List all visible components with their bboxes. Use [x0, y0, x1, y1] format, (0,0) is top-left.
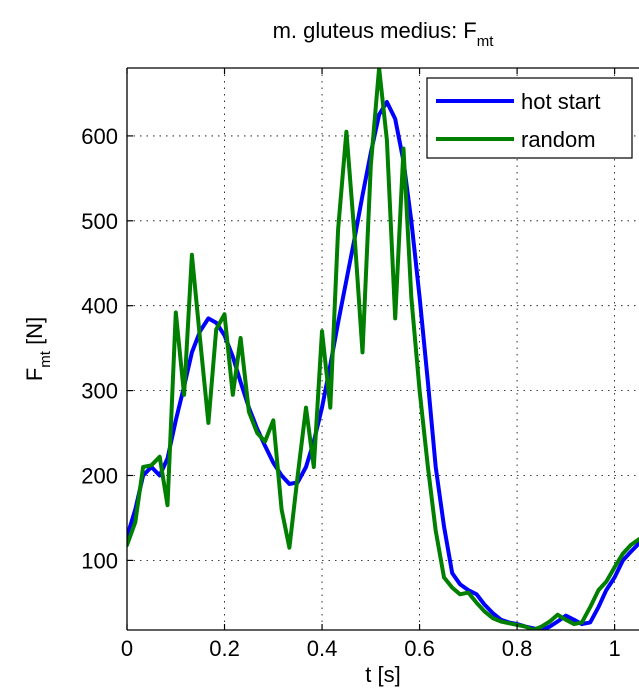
x-tick-label-5: 1	[608, 636, 620, 661]
x-tick-label-4: 0.8	[502, 636, 533, 661]
series-line-random	[127, 68, 639, 630]
x-tick-label-0: 0	[121, 636, 133, 661]
y-axis-label: Fmt [N]	[22, 317, 54, 381]
plot-area	[127, 68, 639, 630]
x-tick-label-2: 0.4	[307, 636, 338, 661]
x-tick-label-1: 0.2	[209, 636, 240, 661]
y-tick-label-0: 100	[81, 548, 118, 573]
legend-label-hot-start: hot start	[521, 89, 600, 114]
y-tick-label-2: 300	[81, 379, 118, 404]
series-group	[127, 68, 639, 630]
y-tick-label-5: 600	[81, 124, 118, 149]
y-tick-label-1: 200	[81, 463, 118, 488]
grid	[127, 68, 639, 630]
y-tick-label-4: 500	[81, 209, 118, 234]
legend-box	[426, 77, 633, 159]
legend-label-random: random	[521, 127, 596, 152]
y-tick-label-3: 400	[81, 294, 118, 319]
x-axis-label: t [s]	[365, 662, 400, 687]
legend: hot start random	[426, 77, 633, 159]
chart-title: m. gluteus medius: Fmt	[273, 18, 495, 50]
ticks-group: 0 0.2 0.4 0.6 0.8 1 100 200 300 400 500 600	[81, 68, 621, 661]
x-tick-label-3: 0.6	[404, 636, 435, 661]
